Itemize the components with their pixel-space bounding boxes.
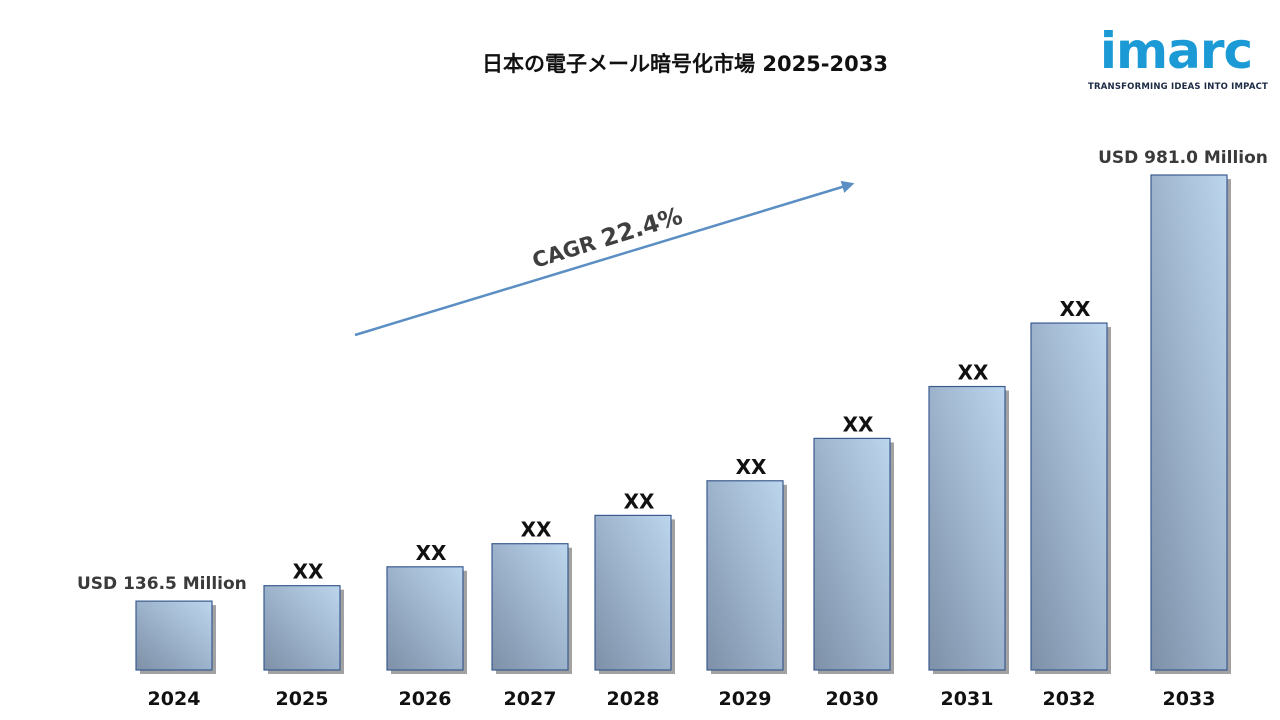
x-tick-label: 2032 bbox=[1043, 688, 1096, 710]
bars-group: 2024 USD 136.5 Million 2025 XX 2026 XX 2027 XX 2… bbox=[77, 148, 1268, 710]
data-label: XX bbox=[1060, 297, 1091, 321]
bar-2033 bbox=[1150, 174, 1228, 671]
bar-2031 bbox=[928, 385, 1006, 671]
cagr-label: CAGR 22.4% bbox=[529, 202, 686, 274]
imarc-logo: imarc TRANSFORMING IDEAS INTO IMPACT bbox=[1088, 20, 1269, 100]
bar-2030 bbox=[813, 437, 891, 671]
cagr-arrow bbox=[354, 180, 855, 337]
x-tick-label: 2029 bbox=[719, 688, 772, 710]
bar-2024 bbox=[135, 600, 213, 671]
x-tick-label: 2028 bbox=[607, 688, 660, 710]
data-label: XX bbox=[736, 455, 767, 479]
bar-2029 bbox=[706, 480, 784, 671]
x-tick-label: 2030 bbox=[826, 688, 879, 710]
bar-2026 bbox=[386, 566, 464, 671]
logo-wordmark: imarc bbox=[1099, 22, 1253, 80]
cagr-value: 22.4% bbox=[598, 202, 686, 253]
bar-2028 bbox=[594, 514, 672, 671]
data-label: XX bbox=[293, 560, 324, 584]
x-tick-label: 2027 bbox=[504, 688, 557, 710]
data-label: XX bbox=[958, 361, 989, 385]
cagr-prefix: CAGR bbox=[529, 229, 605, 273]
chart-title: 日本の電子メール暗号化市場 2025-2033 bbox=[482, 52, 888, 76]
cagr-annotation: CAGR 22.4% bbox=[354, 180, 855, 337]
data-label: XX bbox=[416, 541, 447, 565]
bar-2027 bbox=[491, 543, 569, 671]
data-label: XX bbox=[624, 489, 655, 513]
logo-tagline: TRANSFORMING IDEAS INTO IMPACT bbox=[1088, 82, 1269, 92]
x-tick-label: 2031 bbox=[941, 688, 994, 710]
bar-2032 bbox=[1030, 322, 1108, 671]
x-tick-label: 2025 bbox=[276, 688, 329, 710]
data-label-end: USD 981.0 Million bbox=[1098, 148, 1268, 168]
bar-2025 bbox=[263, 585, 341, 671]
x-tick-label: 2026 bbox=[399, 688, 452, 710]
data-label: XX bbox=[521, 518, 552, 542]
data-label: XX bbox=[843, 412, 874, 436]
data-label-start: USD 136.5 Million bbox=[77, 574, 247, 594]
x-tick-label: 2024 bbox=[148, 688, 201, 710]
x-tick-label: 2033 bbox=[1163, 688, 1216, 710]
